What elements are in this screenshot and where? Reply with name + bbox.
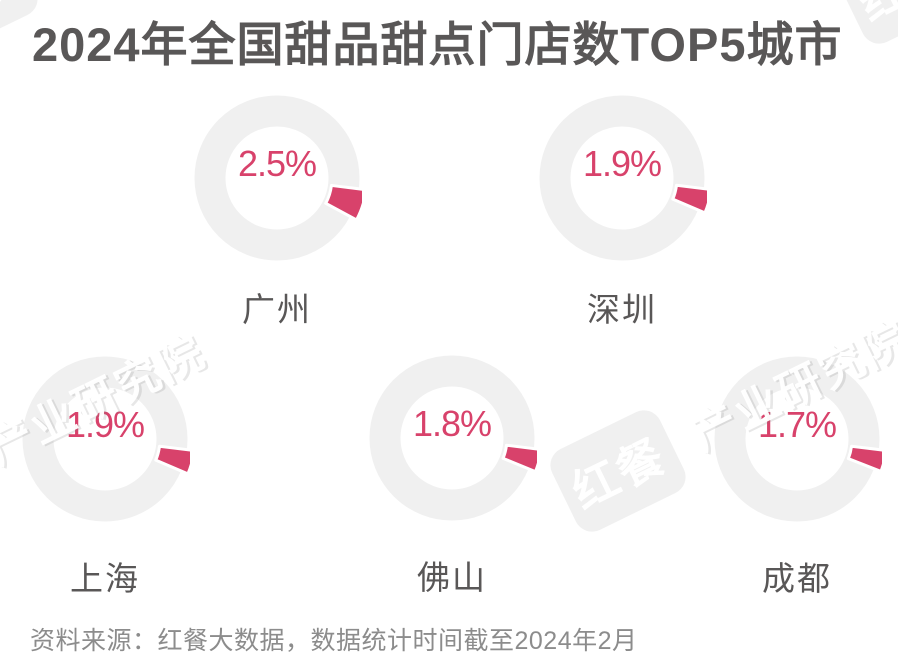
donut-value-label: 1.9% <box>65 404 145 445</box>
donut-value-label: 1.7% <box>757 404 837 445</box>
donut-value-label: 1.9% <box>582 143 662 184</box>
city-label: 上海 <box>70 560 140 597</box>
donut-cell-guangzhou: 2.5% 广州 <box>192 93 362 331</box>
city-label: 深圳 <box>587 291 657 328</box>
page-title: 2024年全国甜品甜点门店数TOP5城市 <box>32 18 843 71</box>
donut-chart: 1.9% <box>537 93 707 263</box>
donut-value-label: 1.8% <box>412 403 492 444</box>
hongcan-logo-badge: 红餐 <box>544 404 692 538</box>
donut-ring-chart <box>714 356 882 522</box>
donut-ring-chart <box>22 356 190 522</box>
donut-chart: 1.8% <box>367 353 537 523</box>
donut-chart: 1.7% <box>712 354 882 524</box>
donut-cell-foshan: 1.8% 佛山 <box>367 353 537 599</box>
donut-cell-shanghai: 1.9% 上海 <box>20 354 190 600</box>
donut-ring-chart <box>194 95 362 261</box>
hongcan-logo-text: 红餐 <box>563 428 675 519</box>
city-label: 成都 <box>762 560 832 597</box>
donut-ring-chart <box>539 95 707 261</box>
city-label: 佛山 <box>417 559 487 596</box>
donut-ring-chart <box>369 355 537 521</box>
city-label: 广州 <box>242 291 312 328</box>
hongcan-logo-text: 红餐 <box>846 0 898 34</box>
hongcan-logo-text: 红餐 <box>0 0 29 44</box>
donut-cell-chengdu: 1.7% 成都 <box>712 354 882 600</box>
source-note: 资料来源：红餐大数据，数据统计时间截至2024年2月 <box>30 627 638 655</box>
donut-chart: 1.9% <box>20 354 190 524</box>
donut-cell-shenzhen: 1.9% 深圳 <box>537 93 707 331</box>
donut-value-label: 2.5% <box>237 143 317 184</box>
donut-chart: 2.5% <box>192 93 362 263</box>
